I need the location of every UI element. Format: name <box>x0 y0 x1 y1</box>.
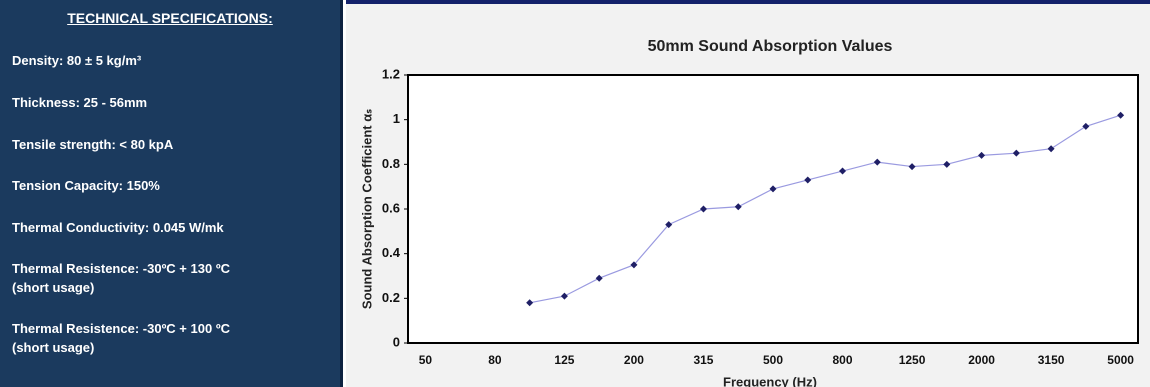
y-tick-label: 0.6 <box>382 200 400 215</box>
data-point <box>595 274 603 282</box>
y-tick-label: 0.8 <box>382 156 400 171</box>
chart: 50mm Sound Absorption Values Frequency (… <box>346 0 1150 387</box>
y-tick-label: 0 <box>393 334 400 349</box>
series-line <box>529 114 1121 304</box>
data-point <box>804 176 812 184</box>
spec-item: Thermal Resistence: -30ºC + 100 ºC <box>12 321 230 336</box>
x-tick-label: 5000 <box>1107 353 1134 367</box>
data-point <box>526 299 534 307</box>
spec-item: Tensile strength: < 80 kpA <box>12 137 174 152</box>
x-tick-label: 1250 <box>899 353 926 367</box>
x-tick-label: 3150 <box>1038 353 1065 367</box>
spec-panel: TECHNICAL SPECIFICATIONS: Density: 80 ± … <box>0 0 343 387</box>
x-tick-label: 800 <box>833 353 853 367</box>
spec-item: Thickness: 25 - 56mm <box>12 95 148 110</box>
data-point <box>699 205 707 213</box>
x-tick-label: 2000 <box>968 353 995 367</box>
data-point <box>734 203 742 211</box>
data-point <box>1012 149 1020 157</box>
x-tick-label: 50 <box>419 353 433 367</box>
y-axis-label: Sound Absorption Coefficient αₛ <box>359 109 374 309</box>
data-point <box>665 221 673 229</box>
spec-item: Thermal Conductivity: 0.045 W/mk <box>12 220 224 235</box>
y-tick-label: 1.2 <box>382 66 400 81</box>
chart-panel: 50mm Sound Absorption Values Frequency (… <box>346 0 1150 387</box>
spec-item: Thermal Resistence: -30ºC + 130 ºC <box>12 261 230 276</box>
data-point <box>560 292 568 300</box>
data-point <box>873 158 881 166</box>
chart-title: 50mm Sound Absorption Values <box>648 38 893 55</box>
y-tick-label: 1 <box>393 111 400 126</box>
y-tick-label: 0.4 <box>382 245 401 260</box>
data-point <box>1082 122 1090 130</box>
spec-item: Density: 80 ± 5 kg/m³ <box>12 53 142 68</box>
data-point <box>943 160 951 168</box>
data-point <box>908 163 916 171</box>
data-point <box>1117 111 1125 119</box>
x-tick-label: 500 <box>763 353 783 367</box>
x-axis-label: Frequency (Hz) <box>723 374 817 387</box>
x-tick-label: 315 <box>693 353 713 367</box>
data-point <box>1047 145 1055 153</box>
spec-item: (short usage) <box>12 340 95 355</box>
data-point <box>978 151 986 159</box>
data-point <box>769 185 777 193</box>
x-tick-label: 200 <box>624 353 644 367</box>
top-border <box>346 0 1150 4</box>
data-point <box>839 167 847 175</box>
plot-area <box>407 74 1139 344</box>
spec-item: (short usage) <box>12 280 95 295</box>
data-point <box>630 261 638 269</box>
x-tick-label: 125 <box>554 353 574 367</box>
spec-title: TECHNICAL SPECIFICATIONS: <box>67 10 273 26</box>
y-tick-label: 0.2 <box>382 290 400 305</box>
spec-item: Tension Capacity: 150% <box>12 178 160 193</box>
x-tick-label: 80 <box>488 353 502 367</box>
